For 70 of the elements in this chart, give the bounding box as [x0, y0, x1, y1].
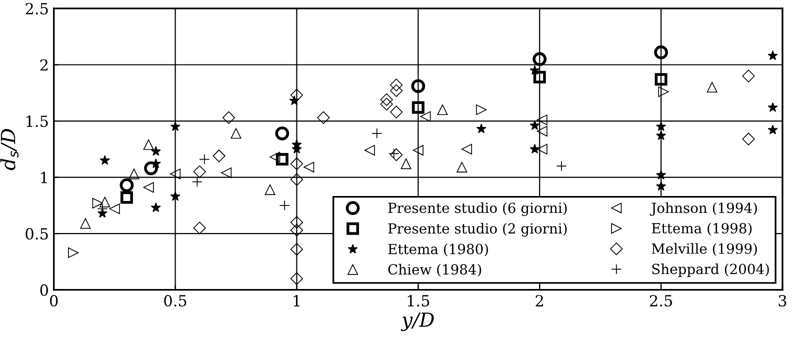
point [656, 170, 666, 180]
x-tick-label: 3 [778, 294, 786, 307]
point [390, 148, 403, 162]
x-tick-label: 0 [50, 294, 58, 307]
y-tick-label: 2.5 [26, 2, 48, 14]
point [276, 153, 288, 166]
point [390, 106, 403, 118]
x-tick-label: 2.5 [650, 294, 672, 307]
point [654, 45, 668, 60]
point [222, 111, 236, 124]
legend-label: Presente studio (2 giorni) [388, 222, 567, 237]
y-tick-label: 0 [40, 284, 48, 296]
point [120, 178, 134, 192]
point [390, 78, 403, 92]
y-tick-label: 1.5 [26, 115, 48, 128]
point [656, 121, 666, 132]
point [212, 150, 226, 162]
legend-label: Chiew (1984) [388, 264, 482, 277]
y-axis-title: d$_{s}$/D [0, 128, 18, 170]
legend-label: Ettema (1998) [652, 222, 752, 236]
point [290, 243, 304, 256]
point [530, 144, 540, 154]
point [290, 216, 304, 229]
point [317, 111, 330, 124]
point [144, 161, 158, 176]
legend-label: Ettema (1980) [388, 244, 488, 256]
point [380, 98, 393, 110]
point [290, 157, 304, 170]
point [476, 124, 486, 134]
x-tick-label: 2 [536, 294, 543, 306]
point [170, 191, 180, 201]
point [530, 65, 540, 75]
legend-label: Sheppard (2004) [652, 264, 769, 277]
point [170, 121, 180, 132]
point [275, 126, 290, 140]
point [411, 79, 426, 94]
point [742, 132, 755, 146]
point [768, 50, 778, 60]
x-axis-title: y/D [400, 312, 434, 332]
point [150, 146, 161, 156]
legend-label: Presente studio (6 giorni) [388, 202, 567, 216]
legend-label: Johnson (1994) [650, 202, 757, 216]
point [150, 202, 161, 212]
point [532, 52, 547, 66]
point [290, 272, 304, 285]
point [120, 191, 133, 204]
point [290, 88, 304, 102]
point [533, 70, 546, 84]
legend-label: Melville (1999) [652, 243, 757, 256]
point [768, 124, 778, 134]
point [654, 73, 668, 86]
point [193, 165, 206, 178]
point [380, 93, 393, 106]
point [100, 155, 110, 165]
point [412, 101, 424, 114]
point [656, 130, 666, 140]
point [193, 222, 206, 234]
x-tick-label: 1.5 [408, 294, 430, 307]
x-tick-label: 1 [294, 294, 300, 306]
point [530, 120, 540, 130]
point [768, 102, 778, 112]
y-tick-label: 2 [40, 59, 48, 71]
y-tick-label: 0.5 [26, 228, 48, 240]
point [290, 173, 304, 186]
y-tick-label: 1 [41, 172, 47, 184]
point [290, 224, 304, 237]
point [390, 84, 403, 97]
point [742, 70, 755, 82]
x-tick-label: 0.5 [164, 294, 186, 307]
point [656, 181, 666, 191]
